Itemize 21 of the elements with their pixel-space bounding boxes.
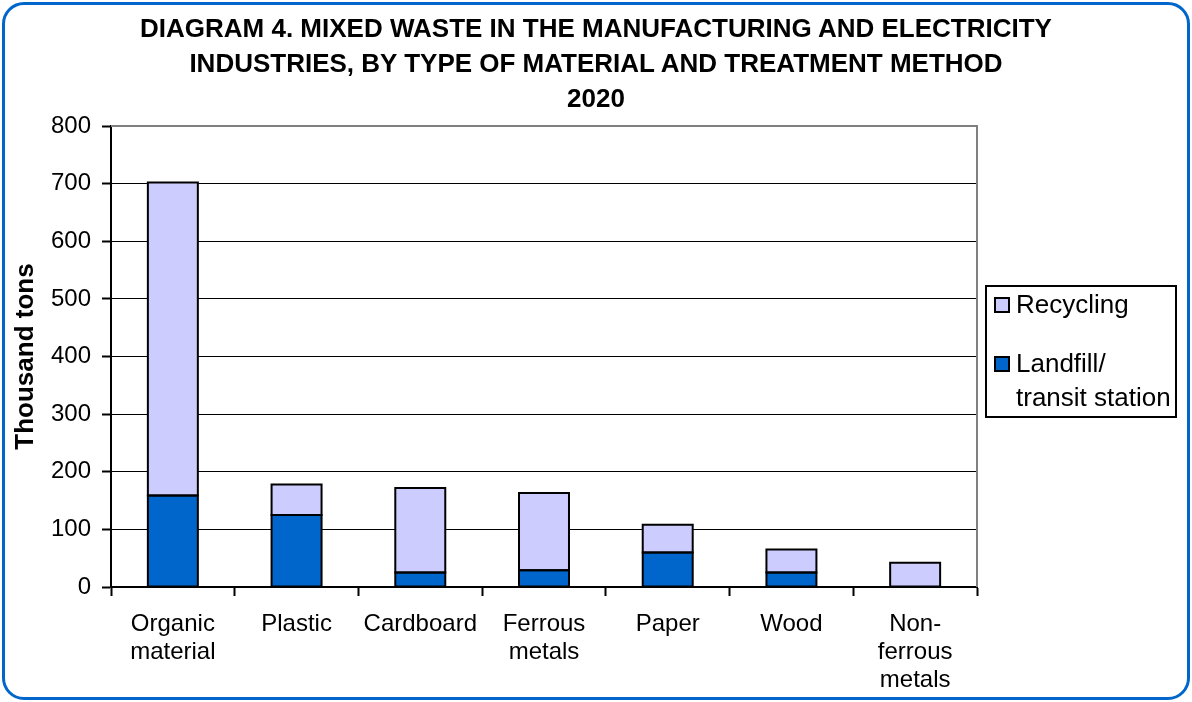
chart-title: DIAGRAM 4. MIXED WASTE IN THE MANUFACTURING AND ELECTRICITY INDUSTRIES, BY TYPE OF MATERIAL AND TREATMENT METHOD (139, 12, 1053, 80)
y-tick-label: 700 (50, 168, 91, 196)
legend-label: Recycling (1016, 288, 1130, 321)
x-tick-label: Wood (760, 609, 823, 637)
y-tick-label: 800 (50, 110, 91, 138)
x-tick-label: Organic material (130, 609, 216, 665)
x-tick-label: Plastic (261, 609, 332, 637)
x-tick-label: Cardboard (363, 609, 477, 637)
y-tick-label: 0 (77, 571, 91, 599)
x-tick-label: Paper (635, 609, 700, 637)
chart-subtitle: 2020 (567, 83, 625, 113)
y-tick-label: 600 (50, 225, 91, 253)
y-axis-title: Thousand tons (8, 263, 39, 450)
y-tick-label: 400 (50, 341, 91, 369)
x-tick-label: Non-ferrous metals (877, 609, 953, 692)
y-tick-label: 500 (50, 283, 91, 311)
y-tick-label: 100 (50, 514, 91, 541)
y-tick-label: 200 (50, 456, 91, 484)
y-tick-label: 300 (50, 398, 91, 426)
legend-label: Landfill/transit station (1016, 347, 1172, 414)
x-tick-label: Ferrous metals (502, 609, 586, 665)
